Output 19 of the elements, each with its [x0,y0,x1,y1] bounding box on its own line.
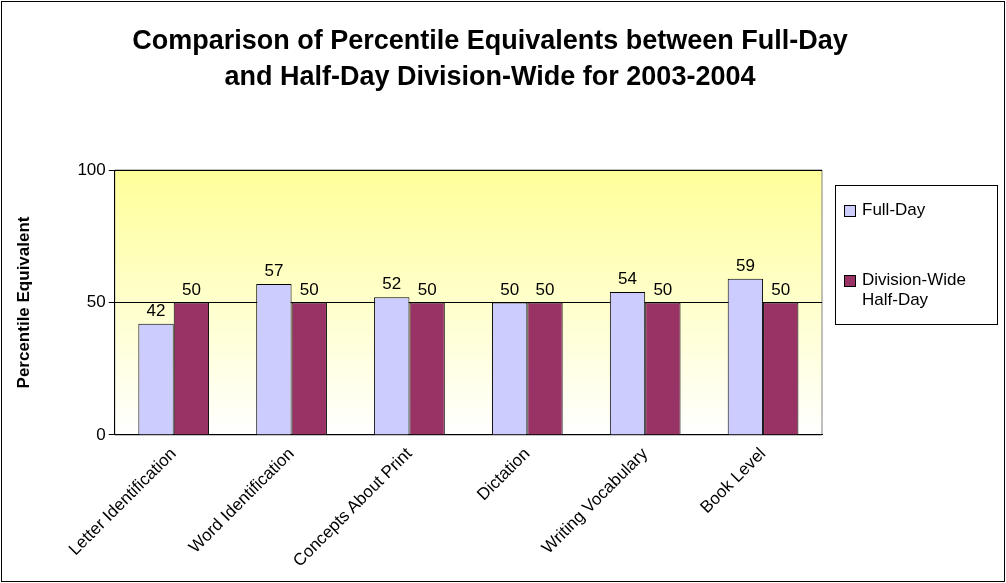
data-label: 50 [500,279,520,299]
y-axis-title: Percentile Equivalent [13,216,33,389]
chart-title: Comparison of Percentile Equivalents between Full-Day and Half-Day Division-Wide for 2003-2004 [131,24,849,93]
data-label: 50 [771,279,791,299]
data-label: 50 [653,279,673,299]
data-label: 59 [735,255,755,275]
y-tick-label: 100 [77,159,106,179]
data-label: 50 [417,279,437,299]
data-label: 57 [264,261,284,281]
data-label: 54 [618,269,637,289]
y-tick-label: 50 [86,292,106,312]
data-label: 50 [535,279,555,299]
data-label: 50 [299,279,319,299]
data-label: 52 [382,274,402,294]
data-label: 50 [181,279,201,299]
data-label: 42 [146,300,166,320]
text: Full-Day [862,200,926,220]
legend-label: Division-Wide Half-Day [862,270,967,310]
y-tick-label: 0 [96,424,106,444]
